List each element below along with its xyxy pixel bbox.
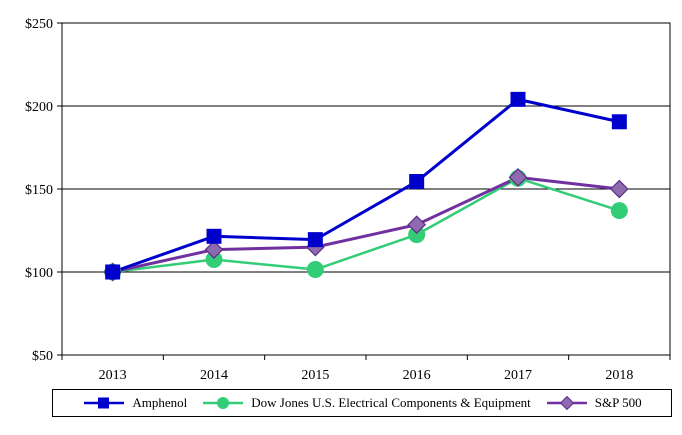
data-point-s-p-500-2014 <box>204 240 224 259</box>
data-point-amphenol-2015 <box>307 232 323 248</box>
series-line-dow-jones-u-s-electrical-components-equipment <box>112 176 620 274</box>
legend-swatch-sp500-icon <box>546 396 587 410</box>
y-tick-label-150: $150 <box>25 183 53 198</box>
x-axis-ticks: 2013 2014 2015 2016 2017 2018 <box>61 355 671 383</box>
y-tick-label-100: $100 <box>25 266 53 281</box>
x-tick-label-2014: 2014 <box>200 368 228 383</box>
data-point-s-p-500-2017 <box>508 168 528 187</box>
data-point-dow-jones-u-s-electrical-components-equipment-2014 <box>205 251 223 269</box>
data-point-amphenol-2016 <box>409 174 425 190</box>
data-point-dow-jones-u-s-electrical-components-equipment-2018 <box>610 202 628 220</box>
y-tick-label-250: $250 <box>25 17 53 32</box>
legend-item-dow-jones: Dow Jones U.S. Electrical Components & E… <box>201 395 531 411</box>
series-lines <box>112 97 620 274</box>
data-point-amphenol-2014 <box>206 228 222 244</box>
x-tick-label-2013: 2013 <box>99 368 127 383</box>
data-point-amphenol-2018 <box>611 114 627 130</box>
legend: Amphenol Dow Jones U.S. Electrical Compo… <box>52 389 672 417</box>
legend-label-amphenol: Amphenol <box>132 395 188 410</box>
legend-label-sp500: S&P 500 <box>594 395 642 410</box>
legend-label-dow-jones: Dow Jones U.S. Electrical Components & E… <box>251 395 531 410</box>
x-tick-label-2016: 2016 <box>403 368 431 383</box>
x-tick-label-2017: 2017 <box>504 368 532 383</box>
y-tick-label-50: $50 <box>32 349 53 364</box>
legend-item-sp500: S&P 500 <box>545 395 642 411</box>
legend-swatch-amphenol-icon <box>84 397 125 409</box>
x-tick-label-2015: 2015 <box>301 368 329 383</box>
series-markers <box>103 91 629 282</box>
data-point-s-p-500-2016 <box>407 215 427 235</box>
y-axis-ticks: $50 $100 $150 $200 $250 <box>25 17 62 364</box>
y-tick-label-200: $200 <box>25 100 53 115</box>
data-point-s-p-500-2018 <box>609 179 629 199</box>
data-point-amphenol-2013 <box>105 264 121 280</box>
data-point-amphenol-2017 <box>510 91 526 107</box>
series-line-amphenol <box>112 97 620 274</box>
series-line-s-p-500 <box>112 175 620 274</box>
x-tick-label-2018: 2018 <box>605 368 633 383</box>
data-point-dow-jones-u-s-electrical-components-equipment-2016 <box>408 226 426 244</box>
legend-item-amphenol: Amphenol <box>82 395 187 411</box>
gridlines <box>62 105 670 273</box>
legend-swatch-dow-jones-icon <box>203 397 244 409</box>
data-point-dow-jones-u-s-electrical-components-equipment-2015 <box>306 261 324 279</box>
